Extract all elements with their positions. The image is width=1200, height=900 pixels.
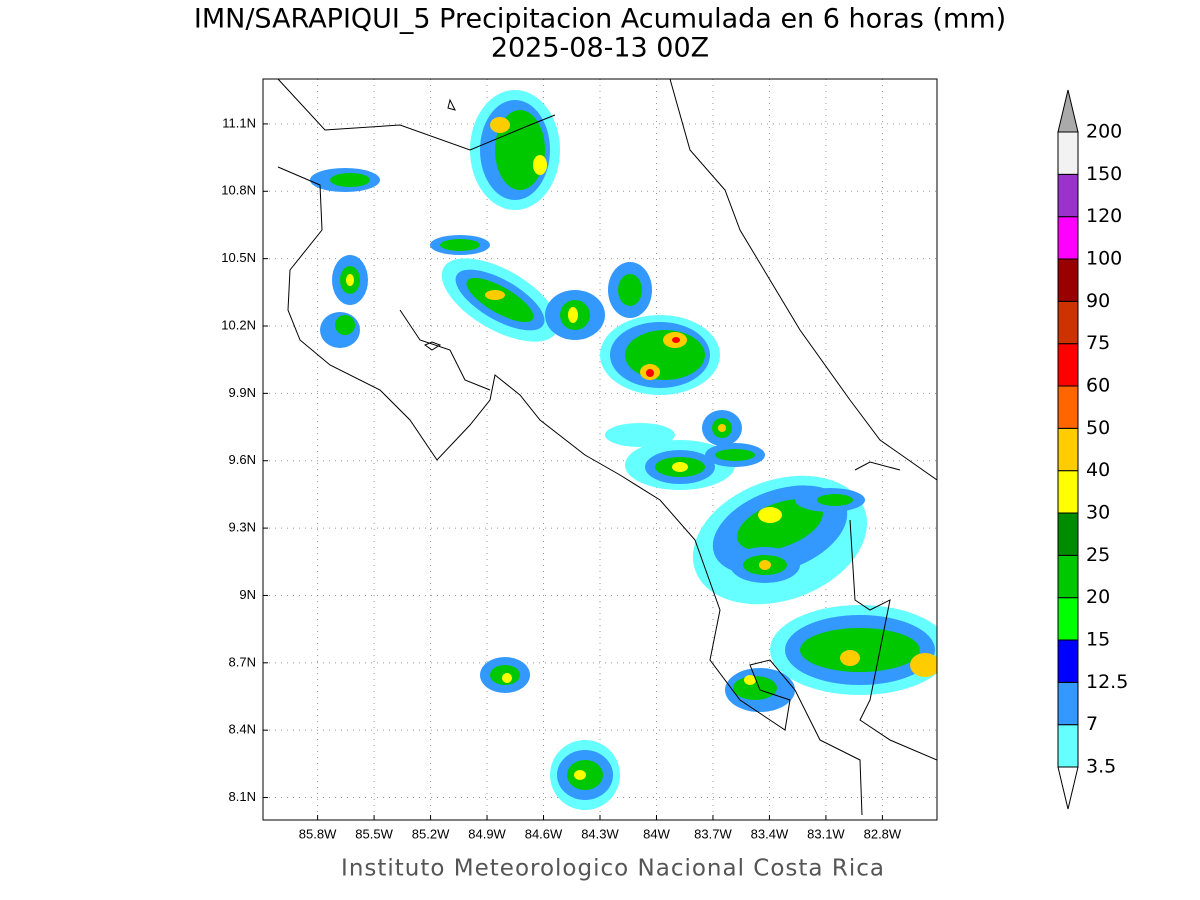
colorbar-band [1057, 470, 1079, 514]
colorbar-label: 100 [1086, 248, 1122, 270]
x-tick-label: 85.8W [299, 826, 337, 841]
colorbar-band [1057, 639, 1079, 683]
x-tick-label: 84.6W [525, 826, 563, 841]
colorbar-band [1057, 597, 1079, 641]
colorbar-band [1057, 385, 1079, 429]
colorbar-label: 120 [1086, 205, 1122, 227]
colorbar-label: 30 [1086, 502, 1110, 524]
x-tick-label: 83.4W [751, 826, 789, 841]
colorbar-label: 12.5 [1086, 671, 1128, 693]
colorbar-band [1057, 724, 1079, 768]
colorbar-upper-triangle [1057, 89, 1079, 133]
map-frame [262, 78, 938, 821]
y-tick-label: 9.9N [229, 385, 256, 400]
colorbar-band [1057, 681, 1079, 726]
y-tick-label: 10.2N [221, 317, 256, 332]
precipitation [277, 79, 937, 816]
x-tick-label: 84W [643, 826, 670, 841]
colorbar-band [1057, 343, 1079, 387]
grid [263, 79, 937, 820]
y-tick-label: 10.8N [221, 183, 256, 198]
x-tick-label: 82.8W [864, 826, 902, 841]
colorbar-band [1057, 173, 1079, 218]
y-tick-label: 9.6N [229, 452, 256, 467]
colorbar-label: 40 [1086, 459, 1110, 481]
x-tick-label: 85.2W [412, 826, 450, 841]
y-tick-label: 8.4N [229, 722, 256, 737]
colorbar-label: 20 [1086, 586, 1110, 608]
colorbar-band [1057, 131, 1079, 175]
colorbar-band [1057, 216, 1079, 260]
y-tick-label: 9.3N [229, 520, 256, 535]
colorbar-label: 75 [1086, 332, 1110, 354]
y-tick-label: 8.7N [229, 654, 256, 669]
rain-cells [310, 90, 937, 810]
colorbar-band [1057, 300, 1079, 345]
colorbar-lower-triangle [1057, 766, 1079, 810]
colorbar-label: 7 [1086, 713, 1098, 735]
x-tick-label: 83.1W [807, 826, 845, 841]
footer: Instituto Meteorologico Nacional Costa R… [341, 856, 885, 882]
coastlines [277, 79, 937, 816]
y-tick-label: 8.1N [229, 789, 256, 804]
x-tick-label: 83.7W [694, 826, 732, 841]
colorbar-band [1057, 258, 1079, 302]
colorbar: 3.5 7 12.5 15 20 25 30 40 50 60 75 90 100 120 150 200 [1057, 89, 1128, 810]
colorbar-band [1057, 512, 1079, 556]
colorbar-band [1057, 427, 1079, 472]
colorbar-label: 15 [1086, 629, 1110, 651]
colorbar-label: 25 [1086, 544, 1110, 566]
colorbar-label: 150 [1086, 163, 1122, 185]
colorbar-label: 90 [1086, 290, 1110, 312]
y-tick-label: 10.5N [221, 250, 256, 265]
colorbar-band [1057, 554, 1079, 599]
colorbar-label: 60 [1086, 375, 1110, 397]
x-tick-label: 84.9W [468, 826, 506, 841]
title: IMN/SARAPIQUI_5 Precipitacion Acumulada … [194, 4, 1006, 35]
subtitle: 2025-08-13 00Z [491, 33, 709, 64]
y-tick-label: 9N [239, 587, 256, 602]
colorbar-label: 3.5 [1086, 756, 1116, 778]
x-tick-label: 85.5W [355, 826, 393, 841]
x-tick-label: 84.3W [581, 826, 619, 841]
y-tick-label: 11.1N [222, 115, 256, 130]
colorbar-label: 200 [1086, 121, 1122, 143]
colorbar-label: 50 [1086, 417, 1110, 439]
